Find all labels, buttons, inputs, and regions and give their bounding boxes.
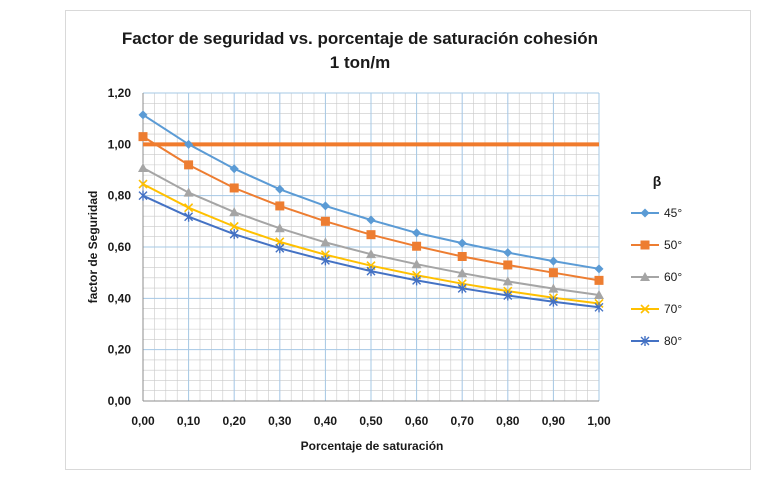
series-60-group <box>138 162 604 299</box>
data-point <box>320 216 330 226</box>
x-tick-label: 0,50 <box>359 414 383 428</box>
data-point <box>457 283 467 294</box>
data-point <box>594 275 604 285</box>
data-point <box>275 184 285 194</box>
data-point <box>275 243 285 254</box>
y-axis-label: factor de Seguridad <box>86 191 100 304</box>
data-point <box>457 251 467 261</box>
legend-marker <box>640 336 650 346</box>
data-point <box>366 215 376 225</box>
y-tick-label: 0,80 <box>108 189 132 203</box>
x-axis-label: Porcentaje de saturación <box>301 439 444 453</box>
data-point <box>503 260 513 270</box>
data-point <box>412 241 422 251</box>
data-point <box>138 179 148 189</box>
data-point <box>503 290 513 301</box>
data-point <box>411 259 422 269</box>
legend-marker <box>640 272 650 281</box>
data-point <box>229 221 239 232</box>
data-point <box>229 229 239 240</box>
legend-label: 45° <box>664 206 682 220</box>
data-point <box>548 296 558 307</box>
data-point <box>366 249 376 259</box>
data-point <box>138 110 148 120</box>
y-axis-ticks: 0,00 0,20 0,40 0,60 0,80 1,00 1,20 <box>108 86 132 408</box>
x-tick-label: 0,70 <box>451 414 475 428</box>
y-tick-label: 1,20 <box>108 86 132 100</box>
x-tick-label: 0,80 <box>496 414 520 428</box>
data-point <box>229 183 239 193</box>
data-point <box>412 275 422 286</box>
series-45-group <box>138 110 604 274</box>
data-point <box>274 223 285 233</box>
x-tick-label: 0,60 <box>405 414 429 428</box>
data-point <box>366 266 376 277</box>
legend-marker <box>640 240 650 250</box>
chart-title: Factor de seguridad vs. porcentaje de sa… <box>122 29 598 48</box>
x-axis-ticks: 0,00 0,10 0,20 0,30 0,40 0,50 0,60 0,70 0,80 0,90… <box>131 414 611 428</box>
data-point <box>320 237 331 247</box>
legend-label: 70° <box>664 302 682 316</box>
series-50-group <box>138 132 604 285</box>
legend: 45° 50° 60° 70° 80° <box>631 206 682 348</box>
series-80-group <box>138 190 604 313</box>
x-tick-label: 0,30 <box>268 414 292 428</box>
data-point <box>457 268 468 278</box>
data-point <box>183 187 194 197</box>
x-tick-label: 1,00 <box>587 414 611 428</box>
x-tick-label: 0,00 <box>131 414 155 428</box>
y-tick-label: 0,00 <box>108 394 132 408</box>
legend-label: 50° <box>664 238 682 252</box>
y-tick-label: 1,00 <box>108 137 132 151</box>
series-70-group <box>138 179 604 309</box>
data-point <box>457 238 467 248</box>
legend-title: β <box>653 173 662 189</box>
x-tick-label: 0,90 <box>542 414 566 428</box>
x-tick-label: 0,20 <box>223 414 247 428</box>
data-point <box>138 132 148 142</box>
data-point <box>548 283 559 293</box>
data-point <box>184 211 194 222</box>
data-point <box>594 302 604 313</box>
data-point <box>184 160 194 170</box>
data-point <box>503 248 513 258</box>
legend-marker <box>640 304 650 314</box>
data-point <box>412 228 422 238</box>
data-point <box>594 264 604 274</box>
data-point <box>548 256 558 266</box>
data-point <box>184 139 194 149</box>
data-point <box>366 230 376 240</box>
data-point <box>320 255 330 266</box>
y-tick-label: 0,60 <box>108 240 132 254</box>
legend-label: 80° <box>664 334 682 348</box>
legend-marker <box>640 208 650 218</box>
x-tick-label: 0,10 <box>177 414 201 428</box>
x-tick-label: 0,40 <box>314 414 338 428</box>
data-point <box>184 203 194 213</box>
y-tick-label: 0,40 <box>108 291 132 305</box>
data-point <box>502 276 513 286</box>
series-layer <box>138 110 604 313</box>
data-point <box>320 201 330 211</box>
chart-frame <box>65 10 751 470</box>
chart-subtitle: 1 ton/m <box>330 53 390 72</box>
data-point <box>229 164 239 174</box>
data-point <box>594 289 604 299</box>
data-point <box>229 207 240 217</box>
data-point <box>138 190 148 201</box>
data-point <box>275 237 285 247</box>
data-point <box>548 268 558 278</box>
data-point <box>138 162 148 172</box>
data-point <box>275 201 285 211</box>
legend-label: 60° <box>664 270 682 284</box>
y-tick-label: 0,20 <box>108 343 132 357</box>
